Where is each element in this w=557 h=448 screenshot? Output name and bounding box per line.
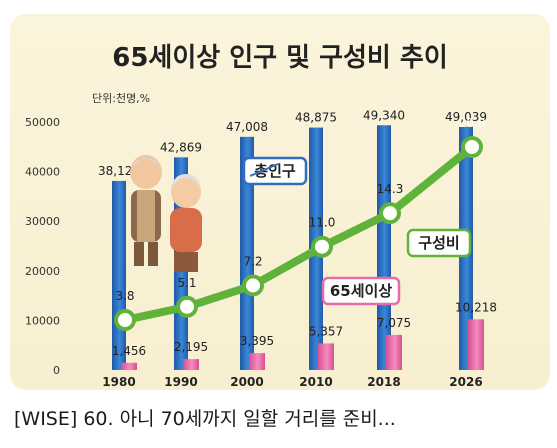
ratio-label: 20.8 — [459, 116, 486, 130]
ratio-point — [114, 309, 136, 331]
ratio-point — [311, 235, 333, 258]
y-tick-label: 30000 — [25, 215, 60, 228]
elderly-population-label: 5,357 — [309, 324, 343, 338]
elderly-population-label: 7,075 — [377, 316, 411, 330]
total-population-label: 38,124 — [98, 164, 140, 178]
x-tick-label: 1990 — [164, 375, 197, 389]
ratio-point — [379, 202, 401, 225]
x-axis: 1980 1990 2000 2010 2018 2026 — [102, 375, 482, 389]
total-population-label: 49,039 — [445, 110, 487, 124]
ratio-label: 11.0 — [309, 216, 336, 230]
elderly-population-label: 10,218 — [455, 300, 497, 314]
total-population-bar — [240, 136, 254, 370]
elderly-population-label: 1,456 — [112, 344, 146, 358]
total-callout-pointer — [249, 163, 279, 177]
ratio-callout-box — [406, 228, 472, 258]
y-tick-label: 50000 — [25, 116, 60, 129]
elderly-population-bar — [386, 334, 402, 370]
elderly-couple-illustration — [130, 155, 202, 272]
elderly-callout-box — [321, 276, 401, 306]
population-chart: 65세이상 인구 및 구성비 추이 단위:천명,% 0 10000 20000 300… — [25, 43, 497, 389]
chart-card[interactable]: 65세이상 인구 및 구성비 추이 단위:천명,% 0 10000 20000 300… — [10, 14, 550, 390]
chart-title: 65세이상 인구 및 구성비 추이 — [112, 43, 448, 73]
y-tick-label: 20000 — [25, 265, 60, 278]
x-tick-label: 2026 — [449, 375, 482, 389]
ratio-point — [461, 136, 483, 158]
ratio-label: 14.3 — [377, 182, 404, 196]
ratio-line-group: 3.8 5.1 7.2 11.0 14.3 20.8 — [114, 116, 486, 331]
elderly-population-bar — [318, 343, 334, 370]
x-tick-label: 2000 — [230, 375, 263, 389]
y-axis: 0 10000 20000 30000 40000 50000 — [25, 116, 60, 377]
ratio-callout-label: 구성비 — [418, 234, 459, 252]
x-tick-label: 2010 — [299, 375, 332, 389]
total-callout-label: 총인구 — [254, 162, 296, 180]
total-population-label: 47,008 — [226, 120, 268, 134]
elderly-population-bar — [468, 319, 484, 370]
total-population-label: 49,340 — [363, 108, 405, 122]
x-tick-label: 2018 — [367, 375, 400, 389]
y-tick-label: 40000 — [25, 166, 60, 179]
ratio-label: 7.2 — [243, 254, 262, 268]
ratio-point — [242, 274, 264, 297]
ratio-point — [176, 295, 198, 318]
y-tick-label: 10000 — [25, 314, 60, 327]
elderly-population-bar — [121, 362, 137, 370]
ratio-label: 5.1 — [177, 276, 196, 290]
elderly-callout-label: 65세이상 — [330, 282, 392, 300]
total-population-bar — [377, 125, 391, 371]
elderly-population-bar — [183, 359, 199, 370]
elderly-population-label: 3,395 — [240, 334, 274, 348]
total-population-label: 48,875 — [295, 111, 337, 125]
total-population-label: 42,869 — [160, 140, 202, 154]
elderly-population-bar — [249, 353, 265, 370]
y-tick-label: 0 — [53, 364, 60, 377]
x-tick-label: 1980 — [102, 375, 135, 389]
elderly-population-label: 2,195 — [174, 340, 208, 354]
total-population-bar — [112, 180, 126, 370]
ratio-label: 3.8 — [115, 289, 134, 303]
post-caption[interactable]: [WISE] 60. 아니 70세까지 일할 거리를 준비... — [14, 408, 396, 430]
unit-label: 단위:천명,% — [92, 91, 150, 105]
total-callout-box — [242, 156, 308, 186]
